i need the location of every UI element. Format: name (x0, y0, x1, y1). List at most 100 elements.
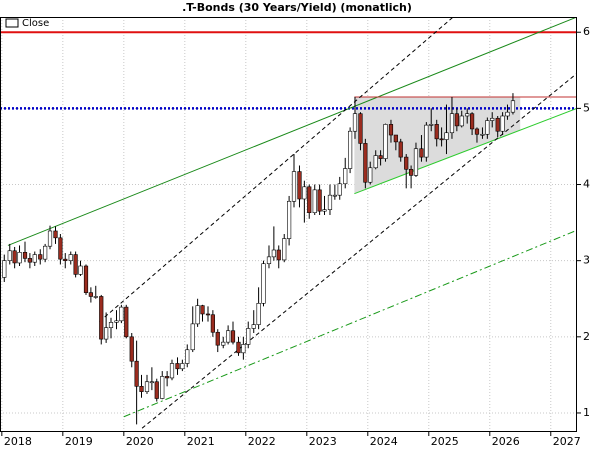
x-tick-label: 2021 (187, 435, 215, 448)
candle-body (230, 330, 236, 343)
candle-body (266, 256, 272, 265)
candle-body (32, 254, 37, 263)
candle-body (68, 254, 73, 261)
candle-body (378, 155, 383, 159)
candle-body (291, 171, 297, 202)
candle-body (287, 200, 292, 239)
candle-body (388, 124, 394, 136)
candle-body (246, 328, 251, 345)
trend-line (123, 229, 577, 418)
candle-body (12, 250, 17, 264)
candle-body (88, 292, 93, 297)
x-tick-label: 2027 (553, 435, 581, 448)
trend-line (99, 17, 454, 322)
x-tick-label: 2026 (492, 435, 520, 448)
x-tick-label: 2022 (248, 435, 276, 448)
candle-body (500, 115, 505, 132)
candle-body (363, 143, 368, 183)
candle-body (307, 186, 312, 213)
candle-body (53, 230, 58, 239)
candle-body (149, 381, 154, 384)
candle-body (276, 249, 281, 261)
candle-body (383, 124, 388, 159)
candle-body (352, 113, 358, 132)
y-tick-label: 1 (583, 406, 590, 419)
y-tick-label: 4 (583, 178, 590, 191)
candle-body (144, 381, 150, 392)
candle-body (139, 386, 144, 392)
candle-body (241, 344, 246, 354)
candle-body (185, 349, 190, 364)
candle-body (22, 251, 28, 259)
candle-body (47, 230, 53, 247)
candle-body (190, 323, 195, 351)
candle-body (317, 189, 322, 212)
candle-body (444, 132, 449, 140)
candle-body (108, 322, 114, 328)
candle-body (221, 341, 226, 346)
candle-body (271, 249, 276, 258)
candle-body (312, 189, 317, 213)
candle-body (7, 250, 12, 261)
candle-body (58, 237, 63, 260)
legend-icon (5, 18, 19, 28)
candle-body (256, 303, 261, 325)
candle-body (261, 263, 266, 304)
candle-body (169, 363, 175, 379)
candle-body (424, 124, 429, 158)
candle-body (480, 133, 485, 136)
candle-body (2, 260, 7, 278)
y-tick-label: 3 (583, 254, 590, 267)
candle-body (226, 330, 231, 343)
candle-body (449, 113, 455, 134)
candle-body (459, 115, 464, 127)
candle-body (282, 238, 287, 261)
x-tick-label: 2023 (309, 435, 337, 448)
candle-body (434, 124, 439, 140)
legend-label: Close (22, 18, 49, 29)
shaded-area (354, 96, 521, 194)
candle-body (474, 128, 480, 135)
candle-body (373, 155, 378, 169)
candle-body (327, 194, 333, 210)
chart-title: .T-Bonds (30 Years/Yield) (monatlich) (182, 1, 412, 14)
candle-body (465, 113, 470, 117)
candle-body (404, 156, 409, 170)
candle-body (93, 296, 98, 298)
candle-body (104, 327, 109, 340)
candle-body (337, 183, 342, 196)
candle-body (398, 141, 403, 158)
candle-body (413, 148, 419, 176)
candle-body (454, 113, 459, 127)
candle-body (348, 130, 353, 169)
candle-body (114, 320, 119, 323)
candle-body (490, 117, 495, 121)
candle-body (302, 186, 307, 200)
candle-body (210, 314, 215, 333)
candle-body (27, 258, 32, 263)
candle-body (429, 124, 434, 126)
plot-frame (0, 17, 577, 432)
overlays (0, 17, 577, 429)
candle-body (17, 251, 22, 264)
candle-body (78, 265, 83, 275)
candle-body (495, 117, 500, 132)
candle-body (393, 134, 398, 143)
candle-body (510, 100, 516, 113)
candle-body (43, 245, 48, 260)
candle-body (160, 376, 165, 399)
x-tick-label: 2019 (65, 435, 93, 448)
candle-body (332, 194, 337, 197)
candle-body (124, 306, 129, 338)
candle-body (38, 254, 43, 260)
candle-body (165, 376, 170, 379)
candle-body (419, 148, 424, 158)
candle-body (205, 313, 211, 316)
candle-body (343, 168, 348, 185)
candle-body (180, 363, 185, 370)
trend-line (7, 17, 577, 246)
candle-body (505, 111, 510, 117)
candle-body (175, 363, 180, 370)
